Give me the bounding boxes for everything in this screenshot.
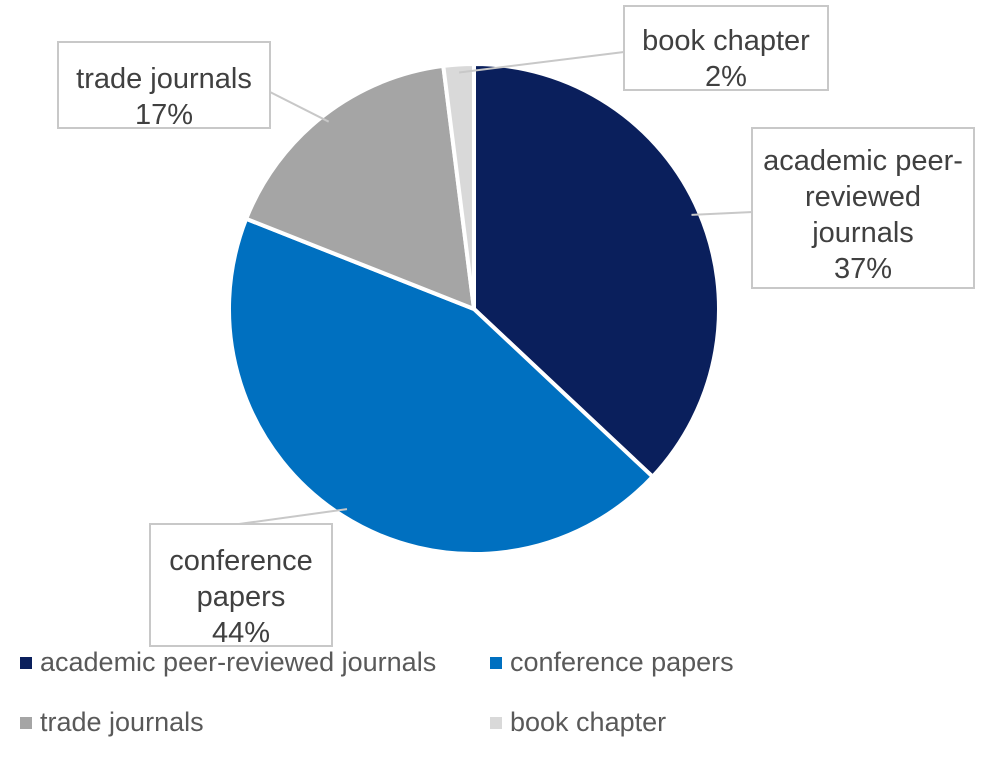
legend-label-conference-papers: conference papers [510, 647, 734, 677]
leader-line-trade-journals [269, 91, 330, 123]
legend-label-trade-journals: trade journals [40, 707, 204, 737]
legend-swatch-trade-journals [20, 717, 32, 729]
data-labels: academic peer-reviewed journals 37% confere… [57, 5, 975, 649]
legend-swatch-book-chapter [490, 717, 502, 729]
data-label-name-academic-peer-reviewed-journals: journals [811, 217, 914, 249]
data-label-percent-trade-journals: 17% [135, 99, 193, 131]
leader-line-academic-peer-reviewed-journals [691, 211, 754, 216]
legend-swatch-academic-peer-reviewed-journals [20, 657, 32, 669]
legend: academic peer-reviewed journals conferenc… [20, 647, 734, 737]
data-label-name-academic-peer-reviewed-journals: academic peer- [763, 145, 963, 177]
leader-line-conference-papers [231, 508, 348, 526]
data-label-percent-conference-papers: 44% [212, 617, 270, 649]
data-label-percent-academic-peer-reviewed-journals: 37% [834, 253, 892, 285]
pie-slice-book-chapter [441, 61, 476, 311]
legend-swatch-conference-papers [490, 657, 502, 669]
callout-box-trade-journals [57, 41, 271, 129]
legend-label-academic-peer-reviewed-journals: academic peer-reviewed journals [40, 647, 436, 677]
callout-box-book-chapter [623, 5, 829, 91]
data-label-name-conference-papers: papers [197, 581, 286, 613]
legend-label-book-chapter: book chapter [510, 707, 666, 737]
callout-box-conference-papers [149, 523, 333, 647]
data-label-name-trade-journals: trade journals [76, 63, 252, 95]
data-label-name-academic-peer-reviewed-journals: reviewed [805, 181, 921, 213]
pie-slice-conference-papers [226, 216, 655, 556]
pie-slice-trade-journals [244, 63, 476, 311]
pie-slices [226, 61, 721, 556]
leader-line-book-chapter [458, 51, 625, 74]
pie-slice-academic-peer-reviewed-journals [472, 62, 721, 479]
data-label-name-conference-papers: conference [169, 545, 313, 577]
data-label-percent-book-chapter: 2% [705, 61, 747, 93]
callout-box-academic-peer-reviewed-journals [751, 127, 975, 289]
data-label-name-book-chapter: book chapter [642, 25, 810, 57]
